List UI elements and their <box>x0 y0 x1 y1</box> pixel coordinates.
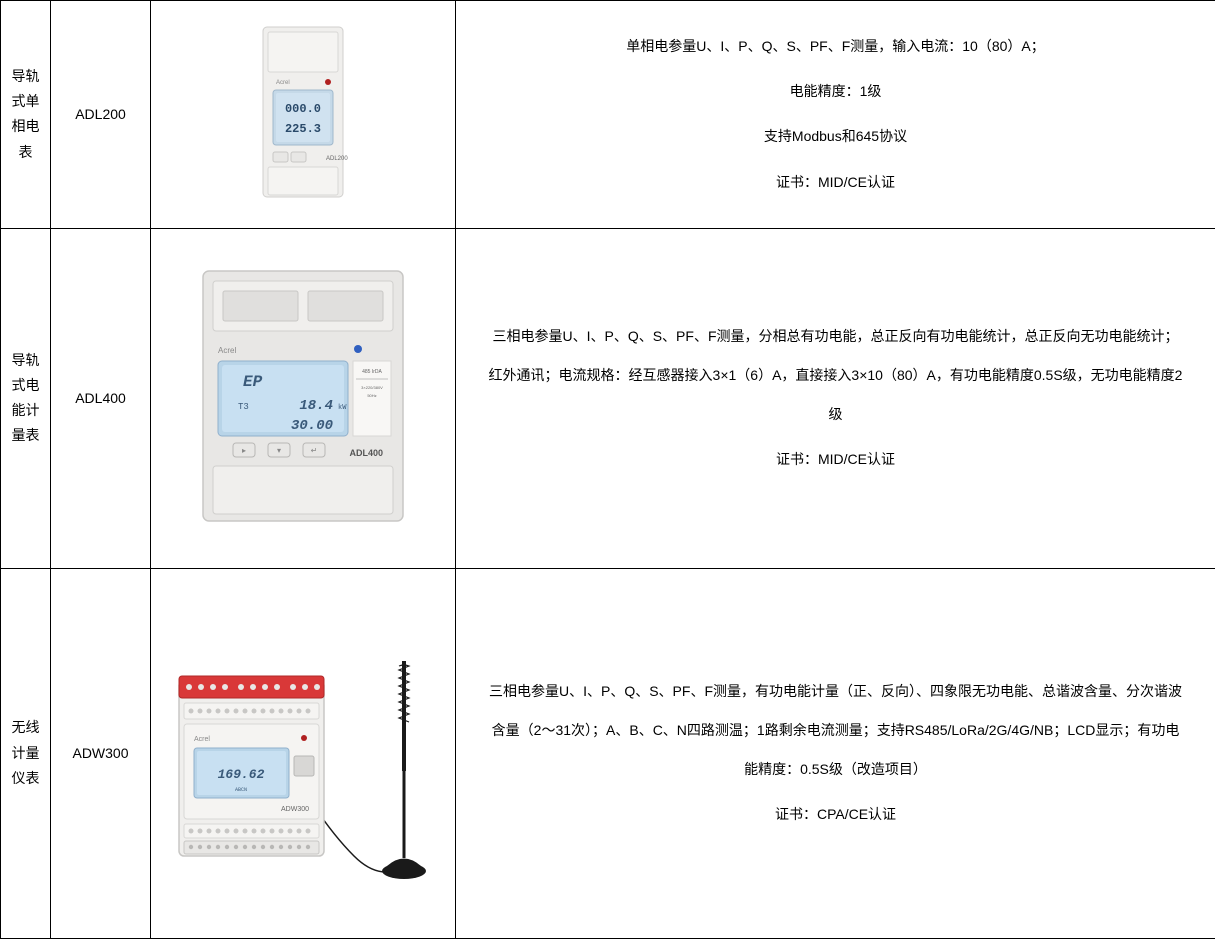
category-cell: 导轨式电能计量表 <box>1 228 51 568</box>
svg-text:000.0: 000.0 <box>285 102 321 116</box>
model-text: ADL200 <box>75 106 126 122</box>
svg-text:50Hz: 50Hz <box>367 393 376 398</box>
svg-text:kW: kW <box>338 404 347 412</box>
desc-line: 三相电参量U、I、P、Q、S、PF、F测量，有功电能计量（正、反向）、四象限无功… <box>486 672 1185 790</box>
image-cell: Acrel 000.0 225.3 ADL200 <box>151 1 456 229</box>
svg-text:485 IrDA: 485 IrDA <box>362 369 382 375</box>
svg-text:T3: T3 <box>238 402 249 412</box>
svg-text:3×220/380V: 3×220/380V <box>361 385 383 390</box>
model-cell: ADL200 <box>51 1 151 229</box>
model-cell: ADL400 <box>51 228 151 568</box>
desc-line: 电能精度：1级 <box>486 72 1185 111</box>
svg-text:ADL200: ADL200 <box>326 156 348 162</box>
svg-text:225.3: 225.3 <box>285 122 321 136</box>
svg-text:Acrel: Acrel <box>276 80 290 86</box>
svg-text:ADW300: ADW300 <box>281 806 309 813</box>
svg-text:▸: ▸ <box>242 446 246 455</box>
description-cell: 单相电参量U、I、P、Q、S、PF、F测量，输入电流：10（80）A； 电能精度… <box>456 1 1215 229</box>
category-text: 导轨式电能计量表 <box>12 352 40 444</box>
product-spec-table: 导轨式单相电表 ADL200 Acrel 000. <box>0 0 1215 939</box>
svg-text:EP: EP <box>243 373 263 391</box>
svg-text:▾: ▾ <box>277 446 281 455</box>
table-row: 导轨式单相电表 ADL200 Acrel 000. <box>1 1 1215 229</box>
model-text: ADW300 <box>72 745 128 761</box>
svg-text:↵: ↵ <box>311 446 318 455</box>
category-cell: 无线计量仪表 <box>1 568 51 938</box>
svg-text:ABCN: ABCN <box>235 787 247 793</box>
category-cell: 导轨式单相电表 <box>1 1 51 229</box>
desc-line: 单相电参量U、I、P、Q、S、PF、F测量，输入电流：10（80）A； <box>486 27 1185 66</box>
table-row: 无线计量仪表 ADW300 <box>1 568 1215 938</box>
device-image-adw300: Acrel 169.62 ABCN ADW300 <box>159 606 449 896</box>
svg-text:30.00: 30.00 <box>291 418 333 434</box>
desc-line: 三相电参量U、I、P、Q、S、PF、F测量，分相总有功电能，总正反向有功电能统计… <box>486 317 1185 435</box>
svg-text:Acrel: Acrel <box>194 736 210 743</box>
model-text: ADL400 <box>75 390 126 406</box>
svg-text:ADL400: ADL400 <box>349 448 383 458</box>
desc-line: 支持Modbus和645协议 <box>486 117 1185 156</box>
desc-line: 证书：MID/CE认证 <box>486 163 1185 202</box>
description-cell: 三相电参量U、I、P、Q、S、PF、F测量，分相总有功电能，总正反向有功电能统计… <box>456 228 1215 568</box>
device-image-adl200: Acrel 000.0 225.3 ADL200 <box>248 22 358 202</box>
image-cell: Acrel EP T3 18.4 kW 30.00 485 IrDA 3×220… <box>151 228 456 568</box>
svg-text:Acrel: Acrel <box>218 346 236 355</box>
desc-line: 证书：CPA/CE认证 <box>486 795 1185 834</box>
category-text: 无线计量仪表 <box>12 719 40 785</box>
category-text: 导轨式单相电表 <box>12 68 40 160</box>
svg-text:169.62: 169.62 <box>218 767 265 782</box>
image-cell: Acrel 169.62 ABCN ADW300 <box>151 568 456 938</box>
device-image-adl400: Acrel EP T3 18.4 kW 30.00 485 IrDA 3×220… <box>188 261 418 531</box>
desc-line: 证书：MID/CE认证 <box>486 440 1185 479</box>
description-cell: 三相电参量U、I、P、Q、S、PF、F测量，有功电能计量（正、反向）、四象限无功… <box>456 568 1215 938</box>
svg-text:18.4: 18.4 <box>299 398 333 414</box>
table-row: 导轨式电能计量表 ADL400 Acrel <box>1 228 1215 568</box>
model-cell: ADW300 <box>51 568 151 938</box>
